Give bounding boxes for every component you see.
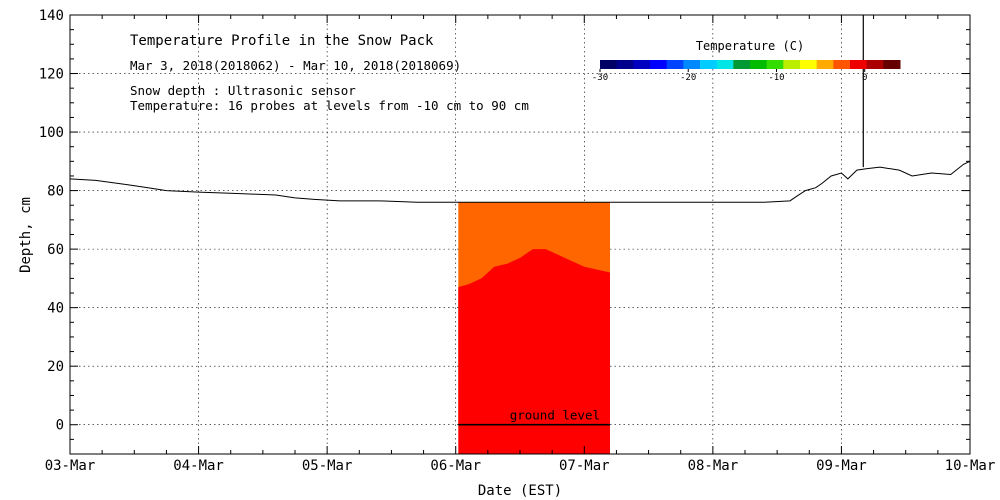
y-tick-label: 120 [39,67,64,83]
colorbar-swatch [650,60,668,69]
colorbar-swatch [700,60,718,69]
colorbar-swatch [616,60,634,69]
colorbar-swatch [850,60,868,69]
colorbar-swatch [800,60,818,69]
below-ground-layer [458,424,610,454]
ground-level-label: ground level [510,408,600,423]
y-tick-label: 140 [39,8,64,24]
colorbar-swatch [833,60,851,69]
x-tick-label: 05-Mar [302,458,353,474]
colorbar-title: Temperature (C) [696,39,804,53]
colorbar-tick-label: -20 [680,73,696,83]
colorbar: Temperature (C) -30 -20 -10 0 [592,39,901,83]
colorbar-swatch [866,60,884,69]
colorbar-tick-label: 0 [862,73,867,83]
chart-subtitle: Mar 3, 2018(2018062) - Mar 10, 2018(2018… [130,58,461,73]
colorbar-tick-label: -10 [768,73,784,83]
y-tick-label: 40 [47,301,64,317]
snow-depth-series [69,15,971,203]
x-tick-label: 03-Mar [45,458,96,474]
y-tick-label: 100 [39,125,64,141]
x-tick-label: 04-Mar [173,458,224,474]
colorbar-swatch [600,60,618,69]
x-tick-label: 07-Mar [559,458,610,474]
chart-title: Temperature Profile in the Snow Pack [130,33,434,49]
colorbar-swatch [783,60,801,69]
colorbar-swatch [633,60,651,69]
colorbar-swatch [766,60,784,69]
x-tick-label: 08-Mar [688,458,739,474]
y-tick-label: 60 [47,242,64,258]
snow-depth-line [69,160,971,203]
y-tick-label: 80 [47,184,64,200]
colorbar-swatch [683,60,701,69]
temperature-profile: ground level [458,202,610,454]
x-tick-label: 10-Mar [945,458,996,474]
axes: 03-Mar 04-Mar 05-Mar 06-Mar 07-Mar 08-Mar 09-M… [39,8,996,474]
warm-snow-layer [458,249,610,425]
colorbar-swatch [750,60,768,69]
annotation-snow-depth: Snow depth : Ultrasonic sensor [130,83,356,98]
x-tick-label: 09-Mar [816,458,867,474]
annotation-temperature: Temperature: 16 probes at levels from -1… [130,98,529,113]
colorbar-swatch [883,60,901,69]
colorbar-swatch [716,60,734,69]
x-tick-label: 06-Mar [430,458,481,474]
y-tick-label: 20 [47,359,64,375]
colorbar-swatch [666,60,684,69]
y-axis-title: Depth, cm [18,197,34,273]
colorbar-tick-label: -30 [592,73,608,83]
x-axis-title: Date (EST) [478,483,562,499]
colorbar-swatch [733,60,751,69]
y-tick-label: 0 [56,418,64,434]
colorbar-swatch [816,60,834,69]
